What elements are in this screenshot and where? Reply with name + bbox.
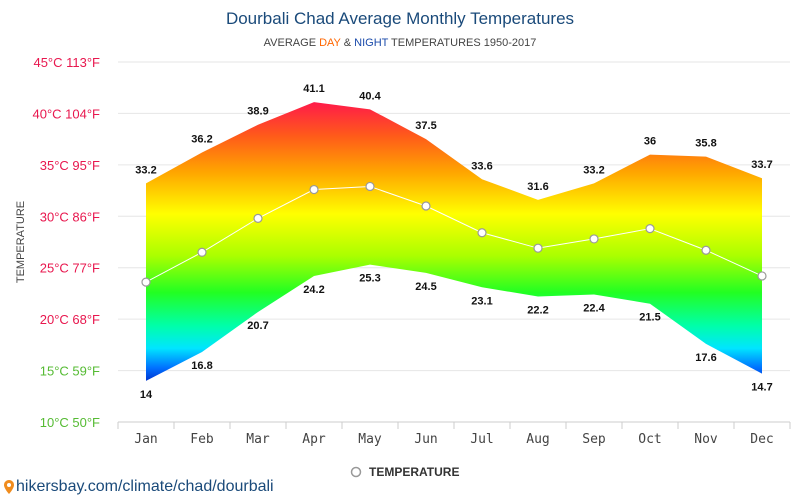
subtitle-amp: & — [341, 37, 354, 49]
x-tick-label: Jun — [414, 432, 437, 447]
subtitle-night: NIGHT — [354, 37, 389, 49]
night-temp-label: 14.7 — [751, 382, 772, 394]
day-temp-label: 38.9 — [247, 106, 268, 118]
night-temp-label: 22.4 — [583, 302, 605, 314]
day-temp-label: 35.8 — [695, 138, 716, 150]
night-temp-label: 16.8 — [191, 360, 212, 372]
map-pin-icon — [4, 480, 14, 494]
average-point — [253, 213, 263, 223]
day-temp-label: 31.6 — [527, 181, 548, 193]
x-tick-label: Nov — [694, 432, 718, 447]
day-temp-label: 36 — [644, 136, 656, 148]
night-temp-label: 20.7 — [247, 320, 268, 332]
night-temp-label: 24.5 — [415, 281, 436, 293]
average-point — [589, 234, 599, 244]
average-temperature-line — [145, 185, 763, 283]
average-point — [701, 245, 711, 255]
y-axis-ticks: 45°C 113°F 40°C 104°F 35°C 95°F 30°C 86°F 25… — [33, 55, 101, 430]
night-temp-label: 22.2 — [527, 305, 548, 317]
x-tick-label: Aug — [526, 432, 549, 447]
average-point — [365, 181, 375, 192]
x-tick-label: Sep — [582, 432, 606, 447]
night-temp-label: 24.2 — [303, 284, 324, 296]
legend-label: TEMPERATURE — [369, 465, 459, 479]
y-tick-label: 20°C 68°F — [40, 312, 100, 327]
footer-text: hikersbay.com/climate/chad/dourbali — [16, 478, 274, 495]
average-point — [645, 224, 655, 234]
day-temp-label: 33.7 — [751, 159, 772, 171]
data-labels: 33.2 36.2 38.9 41.1 40.4 37.5 33.6 31.6 33.2 36 35… — [135, 83, 772, 401]
y-tick-label: 30°C 86°F — [40, 209, 100, 224]
x-tick-label: May — [358, 432, 382, 447]
footer-link[interactable]: hikersbay.com/climate/chad/dourbali — [4, 478, 274, 496]
day-temp-label: 37.5 — [415, 120, 436, 132]
x-tick-label: Jan — [134, 432, 157, 447]
night-temp-label: 21.5 — [639, 312, 660, 324]
y-tick-label: 15°C 59°F — [40, 364, 100, 379]
average-point — [197, 247, 207, 257]
chart-title: Dourbali Chad Average Monthly Temperatur… — [226, 9, 574, 28]
x-tick-label: Dec — [750, 432, 773, 447]
y-tick-label: 35°C 95°F — [40, 158, 100, 173]
y-axis-title: TEMPERATURE — [15, 201, 27, 283]
x-tick-label: Feb — [190, 432, 214, 447]
average-point — [477, 228, 487, 238]
day-temp-label: 33.2 — [135, 164, 156, 176]
day-temp-label: 40.4 — [359, 90, 381, 102]
night-temp-label: 17.6 — [695, 352, 716, 364]
average-point — [757, 271, 767, 281]
day-temp-label: 36.2 — [191, 134, 212, 146]
day-temp-label: 33.6 — [471, 160, 492, 172]
night-temp-label: 25.3 — [359, 273, 380, 285]
day-night-temperature-band — [146, 102, 762, 381]
x-tick-label: Jul — [470, 432, 493, 447]
legend[interactable]: TEMPERATURE — [350, 465, 460, 479]
chart-subtitle: AVERAGE DAY & NIGHT TEMPERATURES 1950-20… — [264, 37, 537, 49]
average-point — [309, 184, 319, 195]
x-tick-label: Apr — [302, 432, 326, 447]
x-tick-label: Mar — [246, 432, 270, 447]
y-tick-label: 40°C 104°F — [33, 106, 101, 121]
average-point — [421, 201, 431, 211]
day-temp-label: 33.2 — [583, 164, 604, 176]
subtitle-day: DAY — [319, 37, 341, 49]
x-axis-ticks: Jan Feb Mar Apr May Jun Jul Aug Sep Oct Nov Dec — [117, 422, 791, 447]
average-temperature-points — [141, 181, 767, 287]
day-temp-label: 41.1 — [303, 83, 324, 95]
legend-marker-icon — [350, 466, 362, 478]
y-tick-label: 45°C 113°F — [33, 55, 100, 70]
subtitle-suffix: TEMPERATURES 1950-2017 — [388, 37, 536, 49]
y-tick-label: 25°C 77°F — [40, 261, 100, 276]
average-point — [141, 277, 151, 287]
average-point — [533, 243, 543, 253]
y-tick-label: 10°C 50°F — [40, 415, 100, 430]
night-temp-label: 23.1 — [471, 295, 492, 307]
night-temp-label: 14 — [140, 389, 153, 401]
x-tick-label: Oct — [638, 432, 661, 447]
subtitle-prefix: AVERAGE — [264, 37, 319, 49]
